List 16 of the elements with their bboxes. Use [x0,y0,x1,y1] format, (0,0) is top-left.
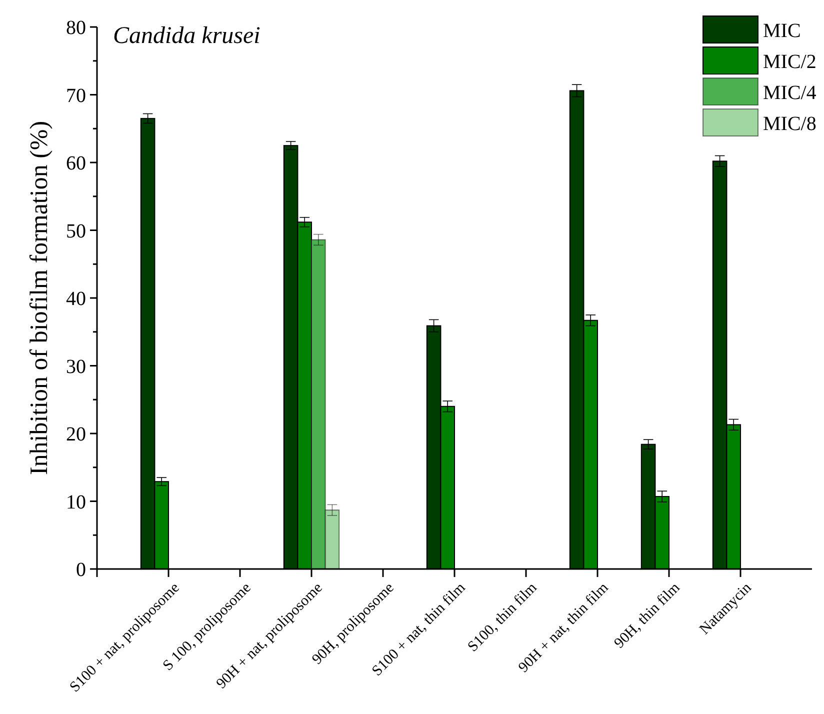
y-tick-label: 30 [66,356,86,378]
y-tick-label: 50 [66,220,86,242]
y-tick-label: 60 [66,152,86,174]
y-tick-label: 70 [66,84,86,107]
y-tick-label: 20 [66,424,86,446]
legend-label: MIC/2 [763,51,816,73]
legend-label: MIC [763,20,801,42]
y-axis-title: Inhibition of biofilm formation (%) [26,120,53,476]
y-tick-label: 80 [66,17,86,39]
legend-label: MIC/4 [763,82,816,104]
chart-title: Candida krusei [113,23,260,49]
legend-label: MIC/8 [763,113,816,135]
y-tick-label: 10 [66,491,86,514]
y-tick-label: 40 [66,288,86,310]
y-tick-label: 0 [76,559,86,581]
x-tick-label: 90H, thin film [612,580,684,652]
